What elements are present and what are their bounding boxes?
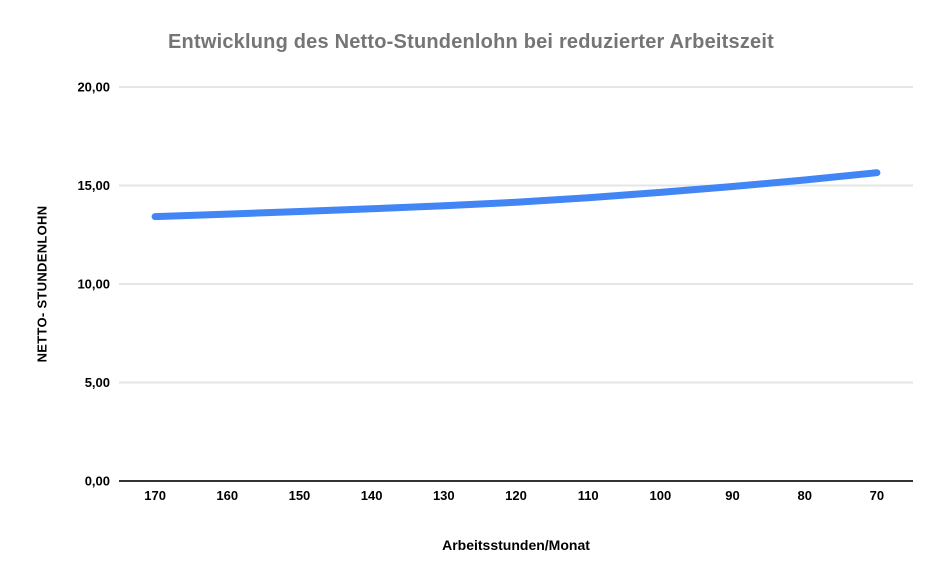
x-tick-label: 80 — [797, 488, 811, 503]
y-tick-label: 5,00 — [85, 375, 110, 390]
y-tick-label: 0,00 — [85, 474, 110, 489]
y-tick-label: 15,00 — [77, 178, 110, 193]
x-tick-label: 170 — [144, 488, 166, 503]
y-tick-label: 20,00 — [77, 80, 110, 95]
x-tick-label: 150 — [289, 488, 311, 503]
x-tick-label: 100 — [650, 488, 672, 503]
x-tick-label: 160 — [216, 488, 238, 503]
chart-title: Entwicklung des Netto-Stundenlohn bei re… — [168, 31, 774, 53]
x-tick-label: 140 — [361, 488, 383, 503]
x-tick-label: 110 — [578, 488, 599, 503]
x-tick-label: 70 — [870, 488, 884, 503]
x-axis-title: Arbeitsstunden/Monat — [442, 537, 590, 553]
series-line — [151, 169, 881, 221]
y-tick-label: 10,00 — [77, 277, 110, 292]
x-tick-label: 90 — [725, 488, 739, 503]
x-tick-label: 130 — [433, 488, 455, 503]
x-tick-label: 120 — [505, 488, 527, 503]
